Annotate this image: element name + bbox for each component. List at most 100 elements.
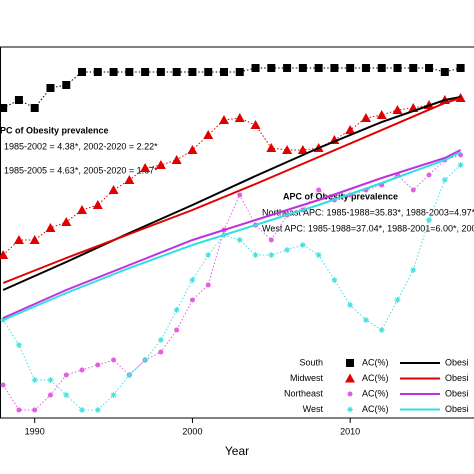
marker bbox=[30, 104, 39, 112]
annotation: West APC: 1985-1988=37.04*, 1988-2001=6.… bbox=[262, 223, 474, 233]
marker bbox=[32, 407, 38, 413]
marker bbox=[155, 160, 166, 169]
marker bbox=[63, 372, 69, 378]
marker bbox=[456, 64, 465, 72]
marker bbox=[171, 155, 182, 164]
legend-label: Obesi bbox=[445, 404, 469, 414]
marker bbox=[109, 68, 118, 76]
legend-label: Obesi bbox=[445, 388, 469, 398]
marker bbox=[189, 277, 196, 283]
marker bbox=[346, 359, 354, 367]
annotation: PC of Obesity prevalence bbox=[0, 125, 109, 135]
x-tick-label: 2010 bbox=[340, 426, 360, 436]
marker bbox=[125, 68, 134, 76]
marker bbox=[314, 64, 323, 72]
legend-group: Northeast bbox=[284, 388, 324, 398]
marker bbox=[378, 327, 385, 333]
marker bbox=[299, 242, 306, 248]
marker bbox=[95, 362, 101, 368]
marker bbox=[409, 64, 418, 72]
marker bbox=[203, 130, 214, 139]
marker bbox=[61, 217, 72, 226]
marker bbox=[236, 237, 243, 243]
annotation: Northeast APC: 1985-1988=35.83*, 1988-20… bbox=[262, 207, 474, 217]
legend-group: Midwest bbox=[290, 373, 324, 383]
legend-group: West bbox=[303, 404, 324, 414]
marker bbox=[205, 252, 212, 258]
plot-frame bbox=[0, 46, 474, 419]
marker bbox=[31, 377, 38, 383]
marker bbox=[188, 68, 197, 76]
marker bbox=[205, 282, 211, 288]
marker bbox=[377, 64, 386, 72]
marker bbox=[46, 84, 55, 92]
marker bbox=[13, 235, 24, 244]
marker bbox=[158, 349, 164, 355]
marker bbox=[268, 237, 274, 243]
marker bbox=[345, 373, 355, 383]
marker bbox=[392, 105, 403, 114]
legend-label: AC(%) bbox=[362, 388, 389, 398]
marker bbox=[347, 391, 353, 397]
marker bbox=[237, 192, 243, 198]
marker bbox=[111, 357, 117, 363]
marker bbox=[440, 68, 449, 76]
fit-line bbox=[2, 97, 461, 284]
marker bbox=[204, 68, 213, 76]
legend-group: South bbox=[299, 357, 323, 367]
data-line bbox=[2, 97, 461, 256]
marker bbox=[0, 250, 9, 259]
marker bbox=[79, 367, 85, 373]
marker bbox=[16, 407, 22, 413]
marker bbox=[156, 68, 165, 76]
marker bbox=[362, 317, 369, 323]
marker bbox=[62, 81, 71, 89]
marker bbox=[376, 110, 387, 119]
marker bbox=[250, 120, 261, 129]
marker bbox=[234, 113, 245, 122]
marker bbox=[63, 392, 70, 398]
data-line bbox=[2, 164, 461, 411]
marker bbox=[346, 64, 355, 72]
marker bbox=[126, 372, 133, 378]
marker bbox=[347, 302, 354, 308]
data-line bbox=[2, 67, 461, 109]
legend-label: AC(%) bbox=[362, 357, 389, 367]
fit-line bbox=[2, 96, 461, 291]
marker bbox=[298, 64, 307, 72]
legend-label: AC(%) bbox=[362, 373, 389, 383]
marker bbox=[410, 267, 417, 273]
marker bbox=[251, 64, 260, 72]
marker bbox=[29, 235, 40, 244]
marker bbox=[316, 187, 322, 193]
marker bbox=[47, 392, 53, 398]
marker bbox=[14, 96, 23, 104]
annotation: 1985-2005 = 4.63*, 2005-2020 = 1.67* bbox=[4, 165, 158, 175]
marker bbox=[108, 185, 119, 194]
marker bbox=[360, 113, 371, 122]
marker bbox=[0, 317, 7, 323]
marker bbox=[141, 68, 150, 76]
fit-line bbox=[2, 149, 462, 319]
marker bbox=[252, 252, 259, 258]
marker bbox=[110, 392, 117, 398]
marker bbox=[187, 145, 198, 154]
marker bbox=[174, 327, 180, 333]
marker bbox=[93, 68, 102, 76]
marker bbox=[79, 407, 86, 413]
legend-label: Obesi bbox=[445, 357, 469, 367]
annotation: 1985-2002 = 4.38*, 2002-2020 = 2.22* bbox=[4, 141, 158, 151]
marker bbox=[15, 342, 22, 348]
marker bbox=[219, 68, 228, 76]
marker bbox=[0, 382, 6, 388]
marker bbox=[77, 205, 88, 214]
marker bbox=[45, 223, 56, 232]
marker bbox=[0, 104, 8, 112]
marker bbox=[347, 406, 353, 413]
marker bbox=[172, 68, 181, 76]
x-axis-label: Year bbox=[225, 444, 249, 458]
legend-label: AC(%) bbox=[362, 404, 389, 414]
marker bbox=[410, 187, 416, 193]
marker bbox=[361, 64, 370, 72]
